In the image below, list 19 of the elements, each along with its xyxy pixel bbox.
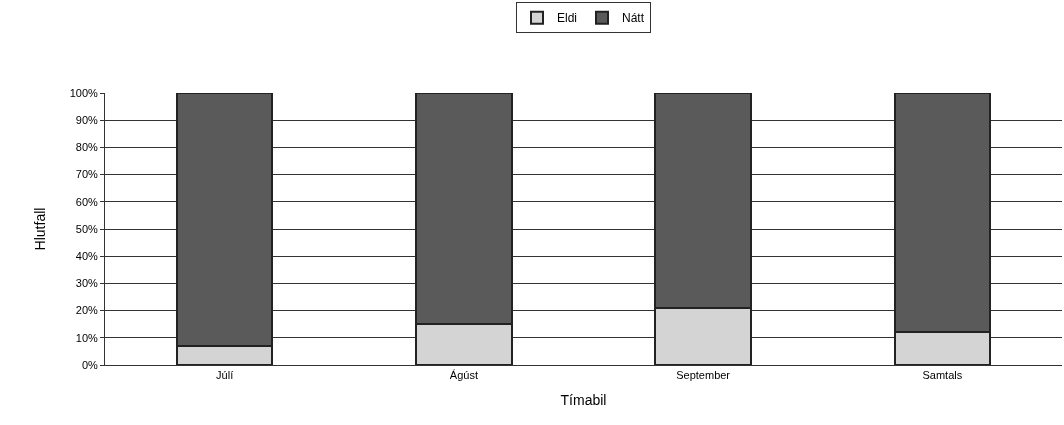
y-axis-title: Hlutfall — [32, 207, 49, 251]
y-tick-label: 100% — [69, 86, 99, 99]
y-tick-label: 60% — [75, 195, 98, 208]
x-axis-title: Tímabil — [560, 391, 607, 408]
y-tick-label: 20% — [75, 304, 98, 317]
legend-label: Nátt — [622, 11, 645, 26]
y-tick-label: 90% — [75, 114, 98, 127]
y-tick-label: 40% — [75, 250, 98, 263]
x-tick-label: September — [676, 369, 731, 382]
x-tick-label: Samtals — [922, 369, 963, 382]
y-tick-label: 70% — [75, 168, 98, 181]
y-tick-label: 10% — [75, 331, 98, 344]
x-tick-label: Júlí — [216, 369, 234, 382]
x-tick-label: Ágúst — [449, 369, 478, 382]
y-tick-label: 50% — [75, 222, 98, 235]
y-tick-label: 30% — [75, 277, 98, 290]
y-tick-label: 80% — [75, 141, 98, 154]
y-tick-label: 0% — [81, 358, 99, 371]
legend-label: Eldi — [557, 11, 578, 26]
